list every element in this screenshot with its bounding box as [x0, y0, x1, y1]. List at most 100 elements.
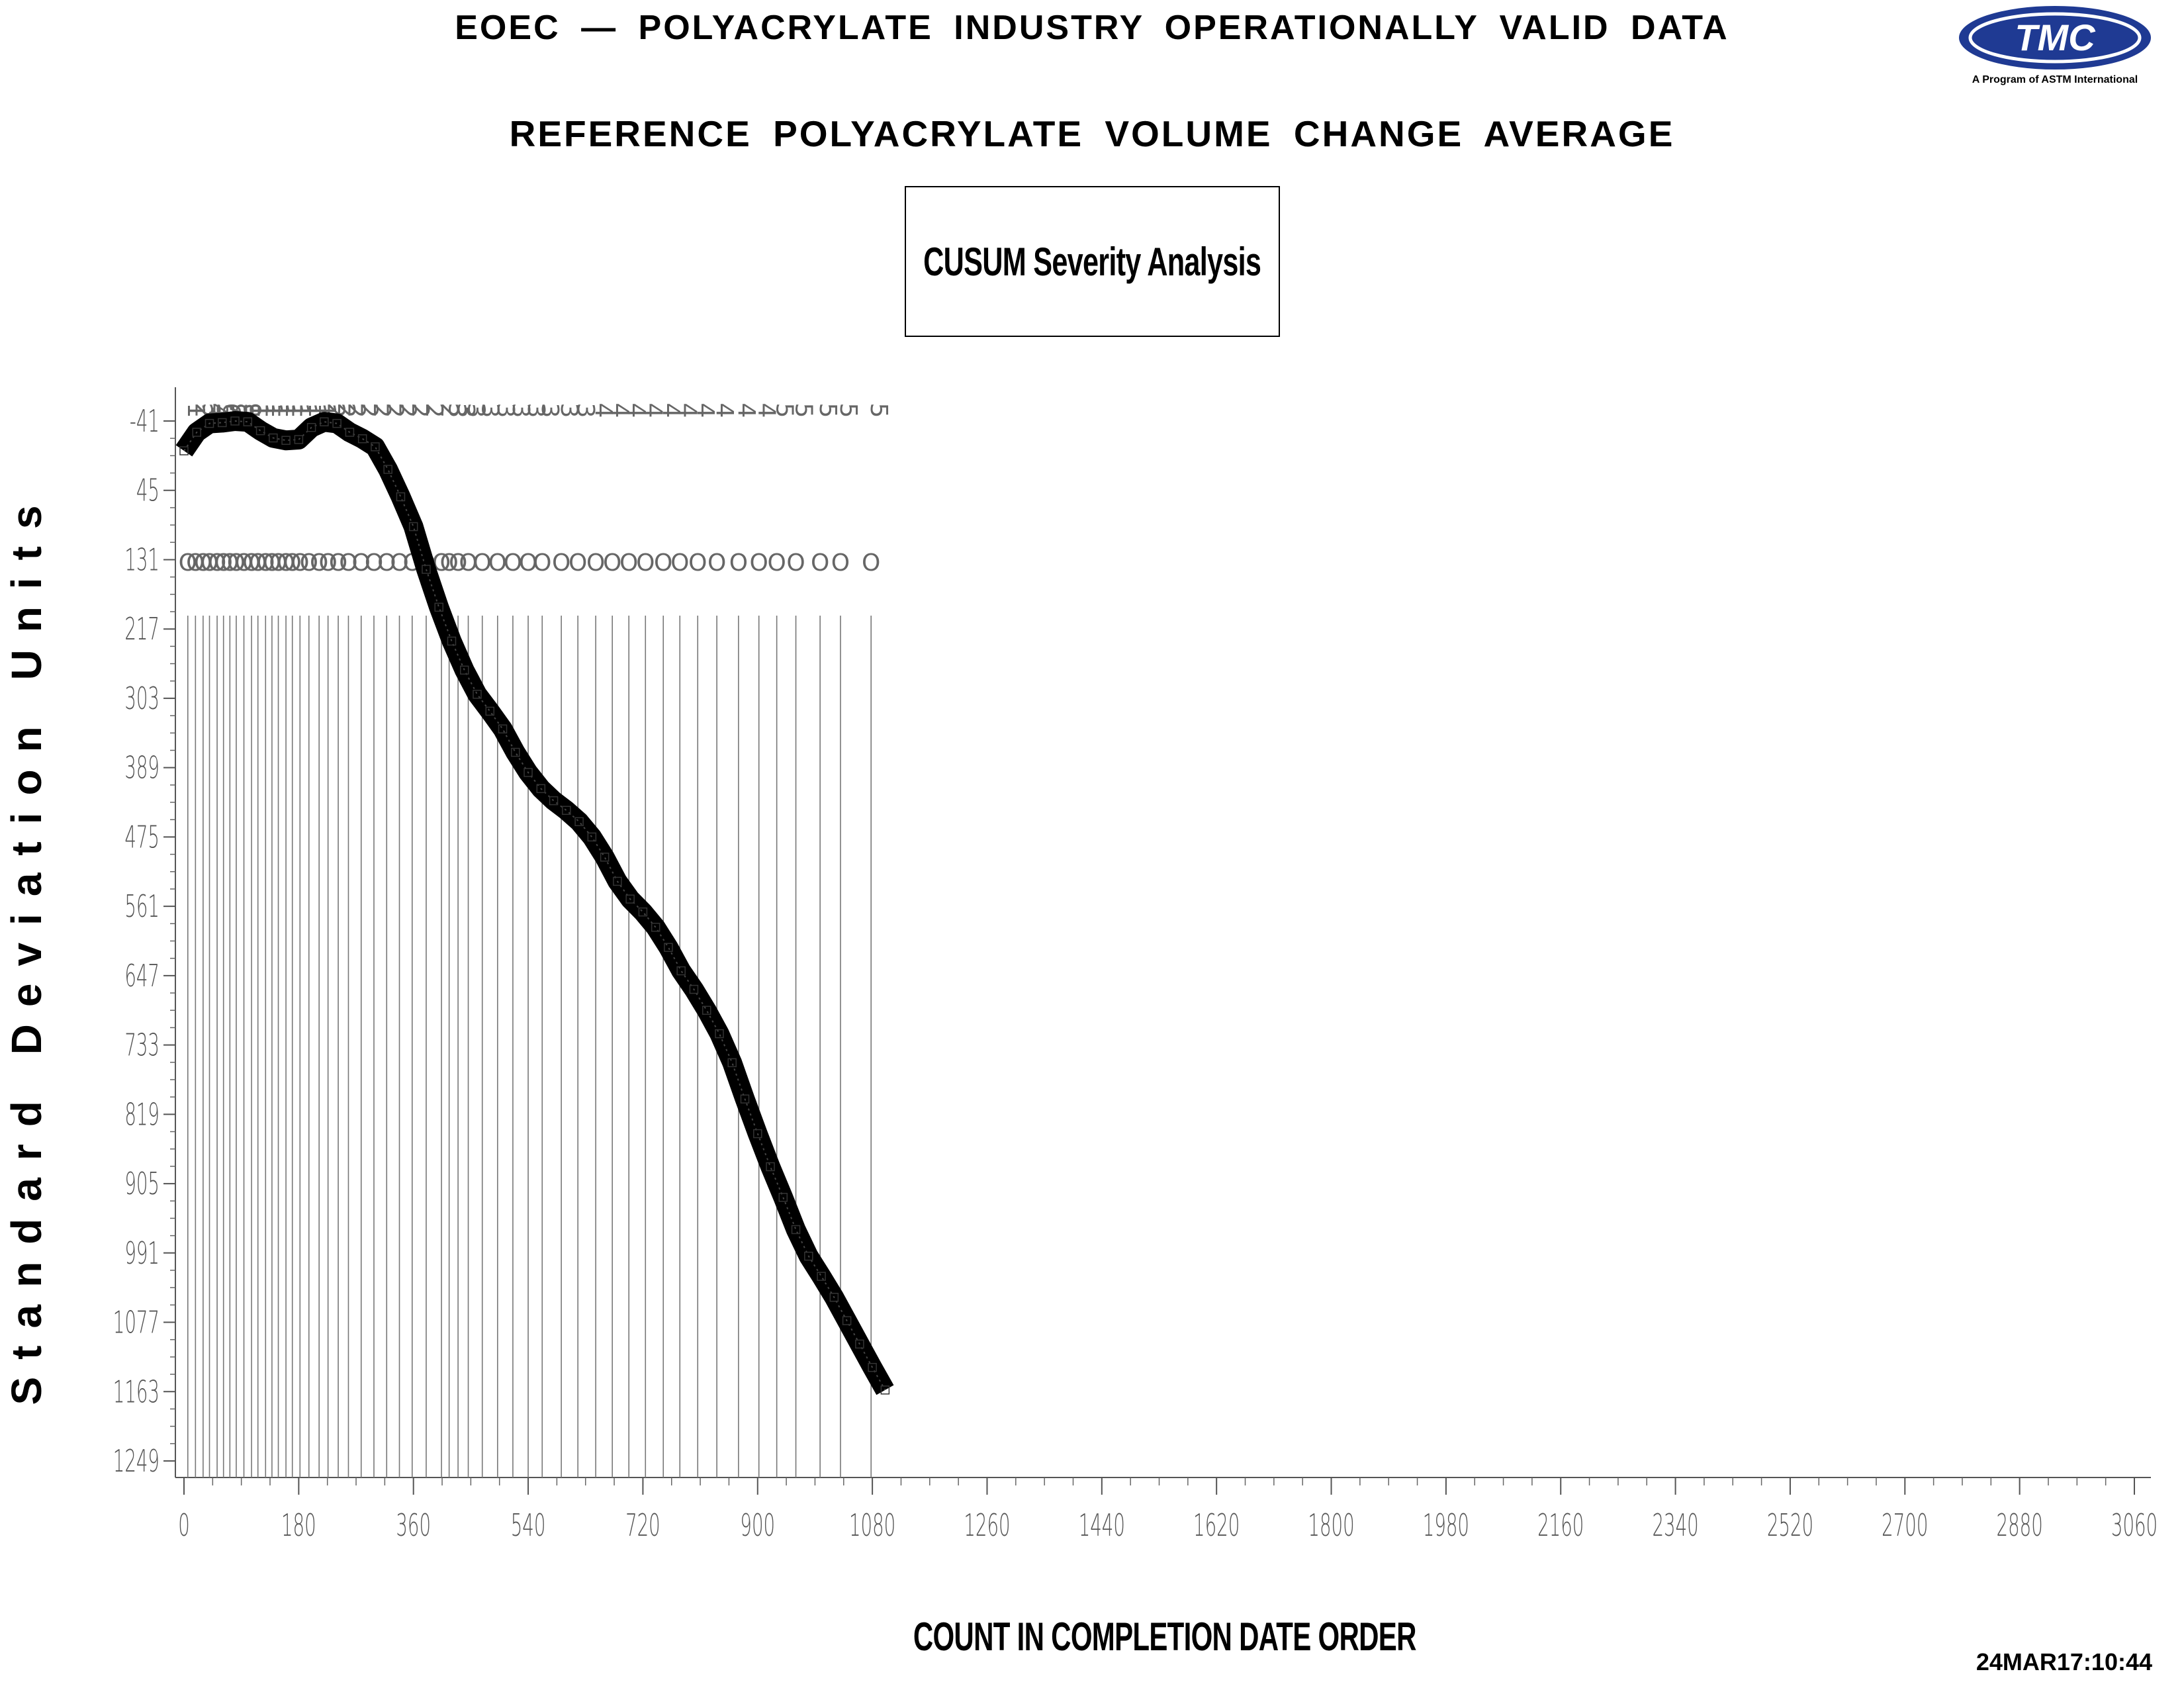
y-tick-label: 905: [124, 1166, 159, 1201]
cusum-point: [600, 853, 610, 862]
cusum-point: [243, 417, 253, 426]
cusum-point: [791, 1225, 801, 1235]
chart-axes: [175, 387, 2151, 1478]
cusum-point: [485, 706, 495, 716]
x-tick-label: 540: [511, 1508, 546, 1543]
cusum-point: [357, 434, 367, 444]
lot-marker-label: O: [283, 549, 302, 577]
cusum-point: [664, 943, 673, 952]
lot-marker-label: O: [227, 549, 246, 577]
lot-marker-number: 4: [674, 403, 701, 418]
cusum-point: [587, 832, 597, 842]
lot-marker-label: O: [786, 549, 805, 577]
analysis-label-box: CUSUM Severity Analysis: [905, 186, 1280, 337]
lot-marker-label: O: [179, 549, 197, 577]
lot-marker-label: O: [670, 549, 689, 577]
tmc-logo-icon: TMC: [1959, 6, 2151, 70]
lot-marker-number: 3: [555, 403, 582, 418]
lot-marker-label: O: [220, 549, 239, 577]
lot-marker-label: O: [636, 549, 655, 577]
page-subtitle: REFERENCE POLYACRYLATE VOLUME CHANGE AVE…: [509, 113, 1675, 154]
lot-marker-label: O: [186, 549, 205, 577]
x-tick-label: 1080: [849, 1508, 895, 1543]
lot-marker-label: O: [767, 549, 786, 577]
y-tick-label: 733: [124, 1027, 159, 1062]
analysis-label: CUSUM Severity Analysis: [923, 239, 1261, 284]
cusum-point: [574, 817, 584, 827]
lot-marker-label: O: [449, 549, 467, 577]
cusum-point: [829, 1293, 839, 1302]
cusum-point: [396, 492, 406, 502]
y-tick-label: 217: [124, 612, 159, 647]
y-tick-label: 389: [124, 750, 159, 785]
lot-marker-number: 4: [733, 403, 760, 418]
y-tick-label: 303: [124, 680, 159, 716]
y-tick-label: 131: [124, 542, 159, 577]
lot-marker-label: O: [256, 549, 275, 577]
lot-marker-number: 2: [394, 403, 421, 418]
lot-marker-number: 4: [753, 403, 780, 418]
x-axis-label: COUNT IN COMPLETION DATE ORDER: [913, 1615, 1417, 1659]
cusum-point: [868, 1362, 877, 1372]
y-tick-label: 1249: [113, 1444, 159, 1479]
lot-marker-label: O: [862, 549, 880, 577]
x-tick-label: 2700: [1882, 1508, 1928, 1543]
lot-marker-number: 1: [182, 403, 209, 418]
lot-marker-label: O: [439, 549, 458, 577]
lot-marker-number: 1: [280, 403, 307, 418]
lot-marker-label: O: [200, 549, 218, 577]
lot-marker-number: 2: [355, 403, 383, 418]
cusum-point: [383, 465, 392, 474]
cusum-point: [549, 796, 559, 806]
cusum-point: [447, 636, 457, 646]
lot-marker-number: 5: [790, 403, 817, 418]
lot-marker-number: 1: [266, 403, 293, 418]
cusum-point: [255, 426, 265, 436]
lot-marker-label: O: [619, 549, 638, 577]
lot-marker-label: O: [586, 549, 605, 577]
cusum-point: [294, 435, 304, 444]
cusum-point: [536, 784, 546, 794]
cusum-point: [638, 907, 648, 917]
lot-marker-label: O: [377, 549, 396, 577]
lot-marker-number: 2: [342, 403, 369, 418]
x-tick-label: 180: [281, 1508, 316, 1543]
x-tick-label: 3060: [2111, 1508, 2158, 1543]
x-tick-label: 1440: [1079, 1508, 1125, 1543]
lot-marker-number: 4: [711, 403, 738, 418]
lot-marker-label: O: [654, 549, 672, 577]
cusum-point: [408, 522, 418, 532]
lot-marker-number: 5: [814, 403, 841, 418]
x-tick-label: 2340: [1652, 1508, 1698, 1543]
cusum-point: [740, 1094, 750, 1103]
lot-marker-number: 3: [522, 403, 549, 418]
lot-marker-label: O: [390, 549, 408, 577]
lot-marker-label: O: [533, 549, 551, 577]
x-tick-label: 2880: [1997, 1508, 2043, 1543]
x-tick-label: 1800: [1308, 1508, 1354, 1543]
lot-marker-label: O: [214, 549, 233, 577]
lot-marker-label: O: [365, 549, 383, 577]
lot-marker-number: 2: [406, 403, 433, 418]
lot-marker-label: O: [249, 549, 267, 577]
y-tick-label: 819: [124, 1097, 159, 1132]
cusum-point: [371, 442, 380, 451]
cusum-point: [320, 417, 329, 426]
lot-marker-label: O: [831, 549, 850, 577]
y-tick-label: 647: [124, 958, 159, 993]
lot-marker-number: 3: [492, 403, 519, 418]
cusum-point: [523, 768, 533, 777]
lot-marker-number: 2: [435, 403, 463, 418]
y-tick-label: 991: [124, 1235, 159, 1270]
lot-marker-label: O: [277, 549, 295, 577]
lot-markers: O1O2O3O4O5O6O7O8O9O1O1O1O1O1O1O1O1O1O1O2…: [179, 403, 892, 1477]
lot-marker-label: O: [459, 549, 477, 577]
lot-marker-number: 3: [463, 403, 490, 418]
cusum-point: [715, 1029, 724, 1039]
cusum-point: [625, 894, 635, 904]
cusum-point: [306, 422, 316, 432]
lot-marker-number: 2: [420, 403, 447, 418]
lot-marker-number: 5: [835, 403, 862, 418]
lot-marker-label: O: [194, 549, 212, 577]
lot-marker-label: O: [552, 549, 570, 577]
